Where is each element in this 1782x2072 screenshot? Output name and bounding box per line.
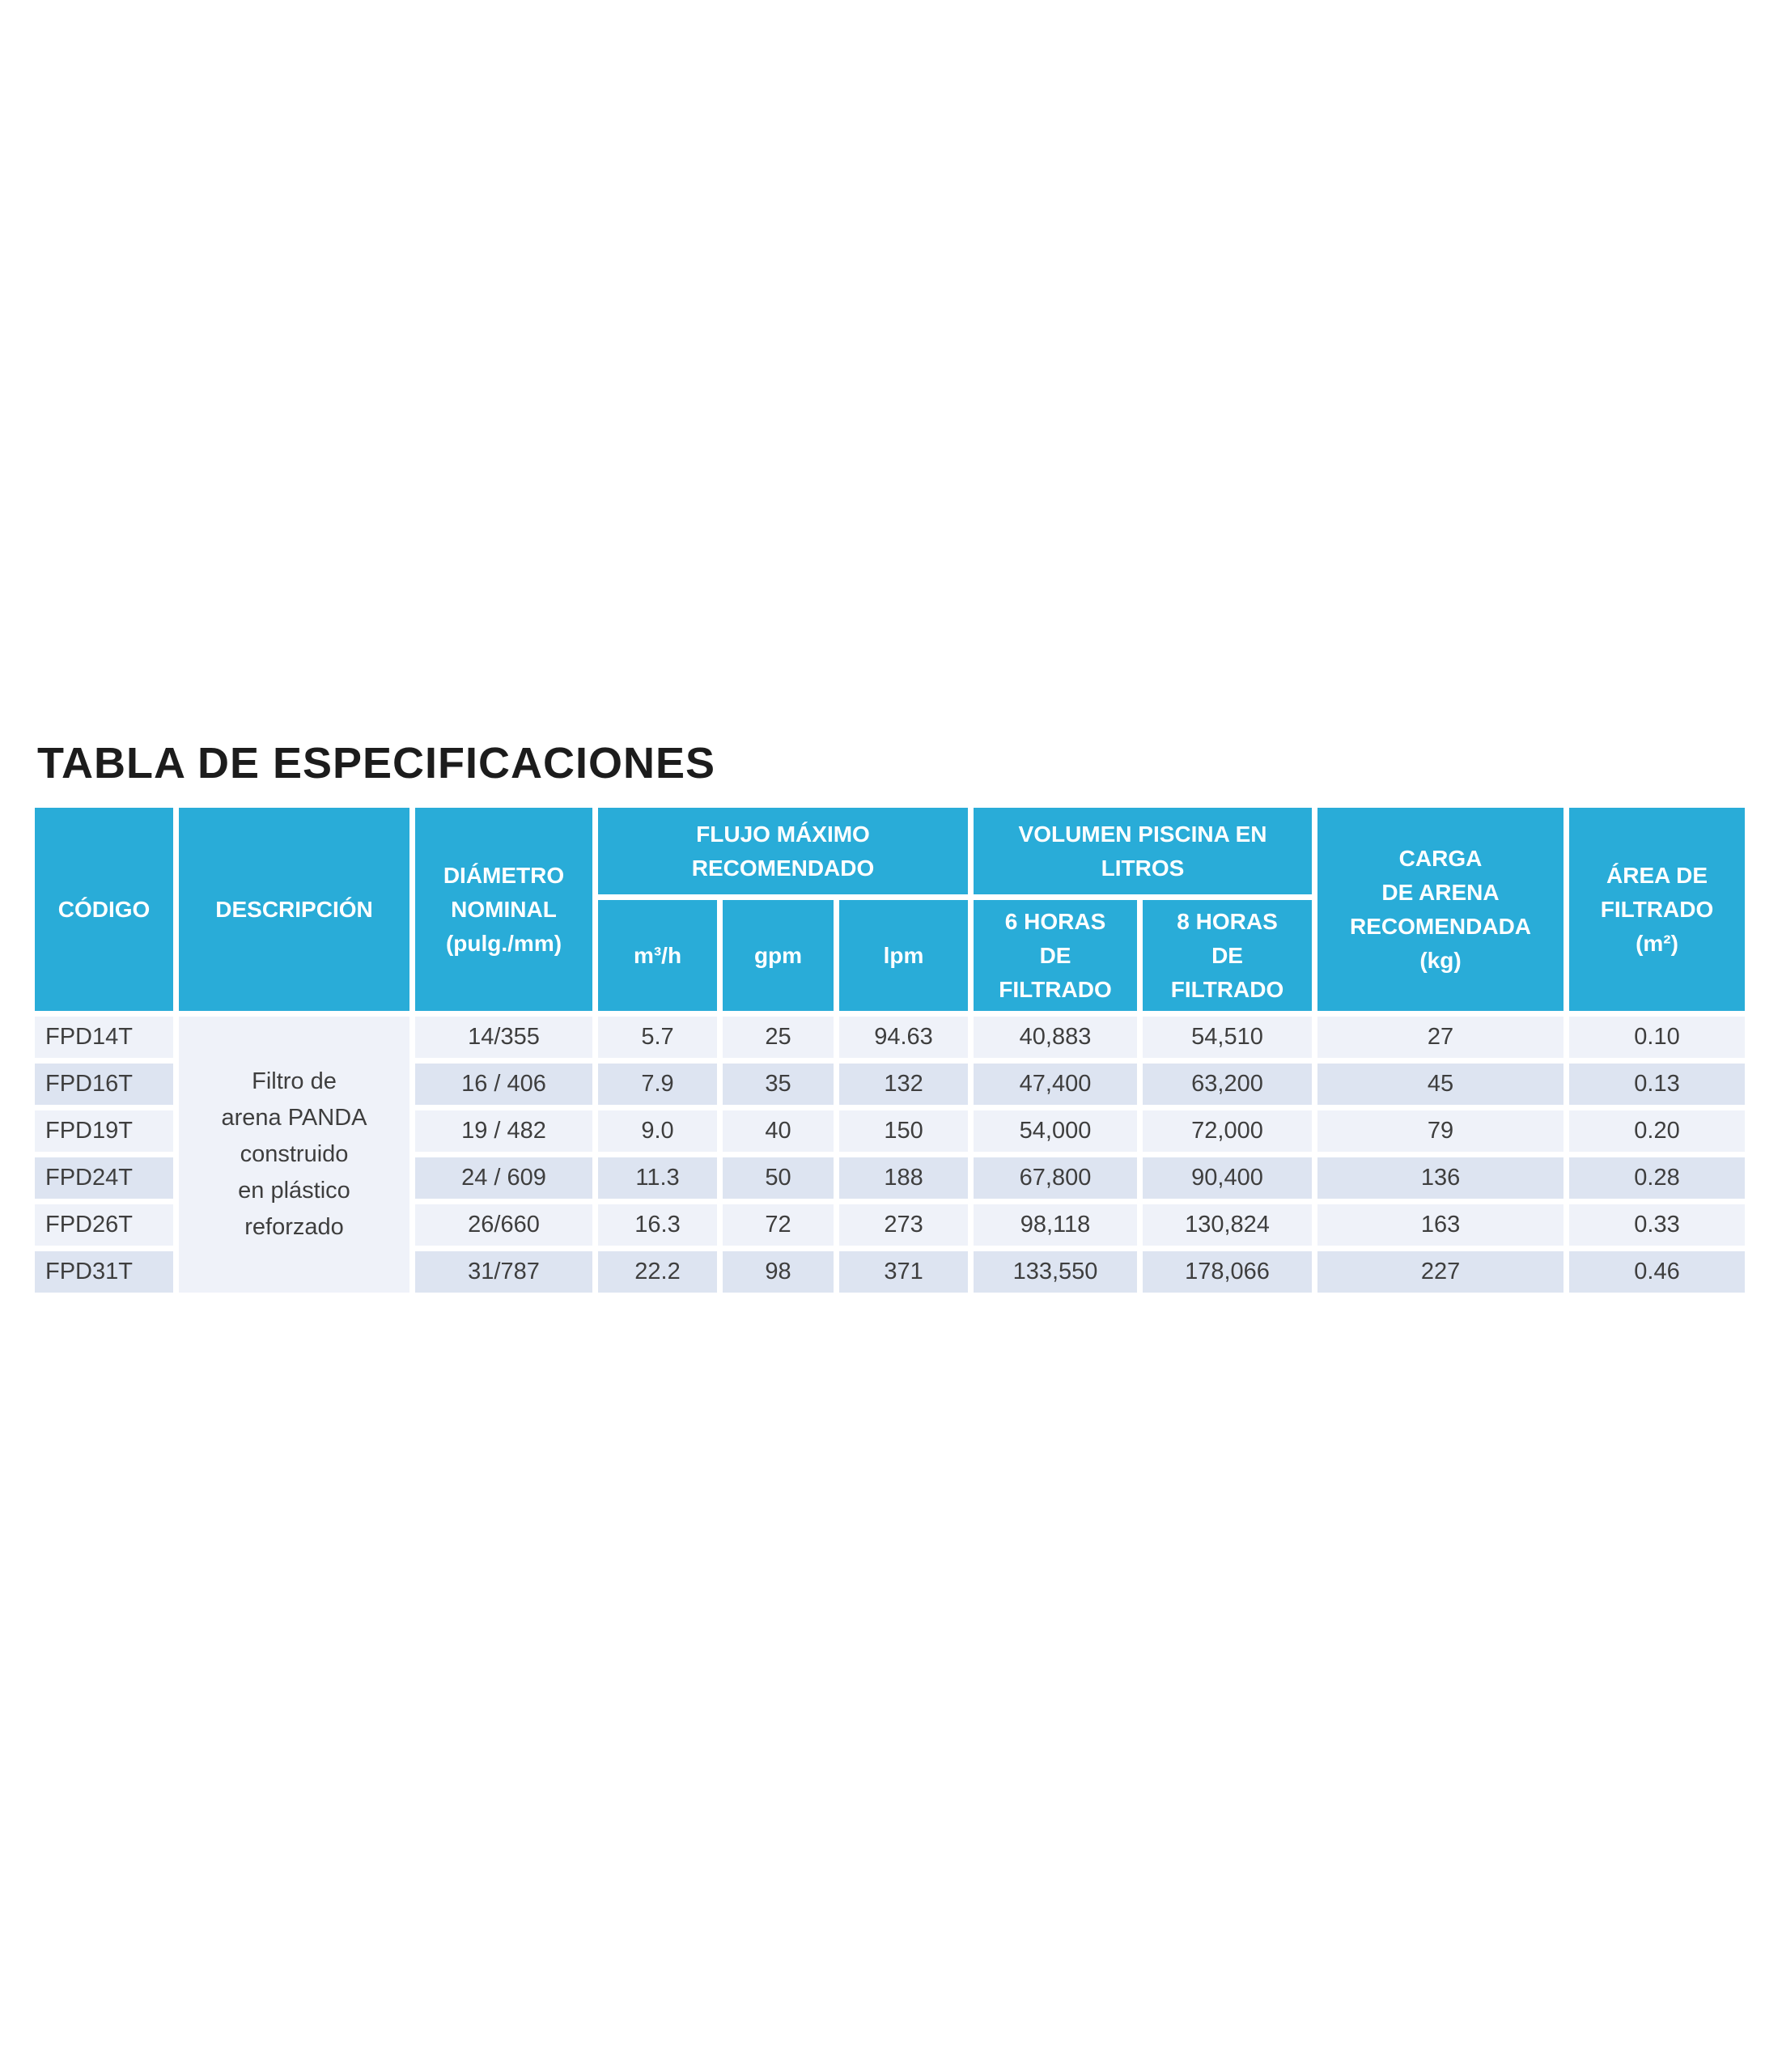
cell-volumen-6h: 47,400 bbox=[974, 1064, 1138, 1105]
header-codigo: CÓDIGO bbox=[35, 808, 173, 1011]
cell-volumen-8h: 63,200 bbox=[1143, 1064, 1313, 1105]
cell-gpm: 98 bbox=[723, 1251, 834, 1293]
cell-lpm: 371 bbox=[839, 1251, 969, 1293]
cell-diametro: 16 / 406 bbox=[415, 1064, 592, 1105]
page-title: TABLA DE ESPECIFICACIONES bbox=[37, 739, 716, 788]
cell-diametro: 14/355 bbox=[415, 1017, 592, 1058]
cell-carga: 136 bbox=[1317, 1157, 1564, 1199]
cell-diametro: 19 / 482 bbox=[415, 1110, 592, 1152]
header-lpm: lpm bbox=[839, 900, 969, 1011]
cell-carga: 27 bbox=[1317, 1017, 1564, 1058]
header-gpm: gpm bbox=[723, 900, 834, 1011]
cell-codigo: FPD19T bbox=[35, 1110, 173, 1152]
cell-m3h: 22.2 bbox=[598, 1251, 717, 1293]
cell-volumen-8h: 178,066 bbox=[1143, 1251, 1313, 1293]
cell-codigo: FPD16T bbox=[35, 1064, 173, 1105]
header-group-volumen-piscina: VOLUMEN PISCINA EN LITROS bbox=[974, 808, 1313, 894]
cell-m3h: 7.9 bbox=[598, 1064, 717, 1105]
header-6-horas-filtrado: 6 HORAS DE FILTRADO bbox=[974, 900, 1138, 1011]
cell-gpm: 72 bbox=[723, 1204, 834, 1246]
table-body: FPD14T Filtro de arena PANDA construido … bbox=[35, 1017, 1746, 1293]
header-area-filtrado: ÁREA DE FILTRADO (m²) bbox=[1569, 808, 1746, 1011]
cell-descripcion: Filtro de arena PANDA construido en plás… bbox=[179, 1017, 409, 1293]
cell-lpm: 150 bbox=[839, 1110, 969, 1152]
cell-m3h: 11.3 bbox=[598, 1157, 717, 1199]
cell-gpm: 50 bbox=[723, 1157, 834, 1199]
cell-diametro: 31/787 bbox=[415, 1251, 592, 1293]
cell-codigo: FPD31T bbox=[35, 1251, 173, 1293]
header-carga-arena: CARGA DE ARENA RECOMENDADA (kg) bbox=[1317, 808, 1564, 1011]
table-row: FPD14T Filtro de arena PANDA construido … bbox=[35, 1017, 1746, 1293]
cell-carga: 45 bbox=[1317, 1064, 1564, 1105]
cell-volumen-6h: 133,550 bbox=[974, 1251, 1138, 1293]
cell-carga: 79 bbox=[1317, 1110, 1564, 1152]
cell-m3h: 5.7 bbox=[598, 1017, 717, 1058]
cell-volumen-8h: 72,000 bbox=[1143, 1110, 1313, 1152]
cell-diametro: 26/660 bbox=[415, 1204, 592, 1246]
header-group-flujo-maximo: FLUJO MÁXIMO RECOMENDADO bbox=[598, 808, 969, 894]
cell-area: 0.10 bbox=[1569, 1017, 1746, 1058]
cell-lpm: 94.63 bbox=[839, 1017, 969, 1058]
cell-area: 0.33 bbox=[1569, 1204, 1746, 1246]
cell-area: 0.20 bbox=[1569, 1110, 1746, 1152]
table-header: CÓDIGO DESCRIPCIÓN DIÁMETRO NOMINAL (pul… bbox=[35, 808, 1746, 1011]
header-descripcion: DESCRIPCIÓN bbox=[179, 808, 409, 1011]
table-row: FPD16T 16 / 406 7.9 35 132 47,400 63,200… bbox=[35, 1064, 1746, 1105]
header-diametro-nominal: DIÁMETRO NOMINAL (pulg./mm) bbox=[415, 808, 592, 1011]
table-row: FPD24T 24 / 609 11.3 50 188 67,800 90,40… bbox=[35, 1157, 1746, 1199]
cell-volumen-8h: 90,400 bbox=[1143, 1157, 1313, 1199]
cell-volumen-8h: 54,510 bbox=[1143, 1017, 1313, 1058]
cell-m3h: 16.3 bbox=[598, 1204, 717, 1246]
cell-gpm: 25 bbox=[723, 1017, 834, 1058]
cell-diametro: 24 / 609 bbox=[415, 1157, 592, 1199]
cell-volumen-6h: 40,883 bbox=[974, 1017, 1138, 1058]
table-row: FPD26T 26/660 16.3 72 273 98,118 130,824… bbox=[35, 1204, 1746, 1246]
cell-volumen-6h: 54,000 bbox=[974, 1110, 1138, 1152]
cell-codigo: FPD24T bbox=[35, 1157, 173, 1199]
table-row: FPD31T 31/787 22.2 98 371 133,550 178,06… bbox=[35, 1251, 1746, 1293]
header-8-horas-filtrado: 8 HORAS DE FILTRADO bbox=[1143, 900, 1313, 1011]
cell-lpm: 188 bbox=[839, 1157, 969, 1199]
cell-gpm: 40 bbox=[723, 1110, 834, 1152]
cell-volumen-6h: 98,118 bbox=[974, 1204, 1138, 1246]
table-row: FPD19T 19 / 482 9.0 40 150 54,000 72,000… bbox=[35, 1110, 1746, 1152]
cell-volumen-8h: 130,824 bbox=[1143, 1204, 1313, 1246]
cell-m3h: 9.0 bbox=[598, 1110, 717, 1152]
spec-table: CÓDIGO DESCRIPCIÓN DIÁMETRO NOMINAL (pul… bbox=[29, 802, 1750, 1298]
cell-area: 0.28 bbox=[1569, 1157, 1746, 1199]
header-m3h: m³/h bbox=[598, 900, 717, 1011]
cell-lpm: 273 bbox=[839, 1204, 969, 1246]
cell-lpm: 132 bbox=[839, 1064, 969, 1105]
cell-area: 0.13 bbox=[1569, 1064, 1746, 1105]
cell-codigo: FPD14T bbox=[35, 1017, 173, 1058]
cell-volumen-6h: 67,800 bbox=[974, 1157, 1138, 1199]
cell-gpm: 35 bbox=[723, 1064, 834, 1105]
cell-codigo: FPD26T bbox=[35, 1204, 173, 1246]
cell-area: 0.46 bbox=[1569, 1251, 1746, 1293]
cell-carga: 227 bbox=[1317, 1251, 1564, 1293]
cell-carga: 163 bbox=[1317, 1204, 1564, 1246]
